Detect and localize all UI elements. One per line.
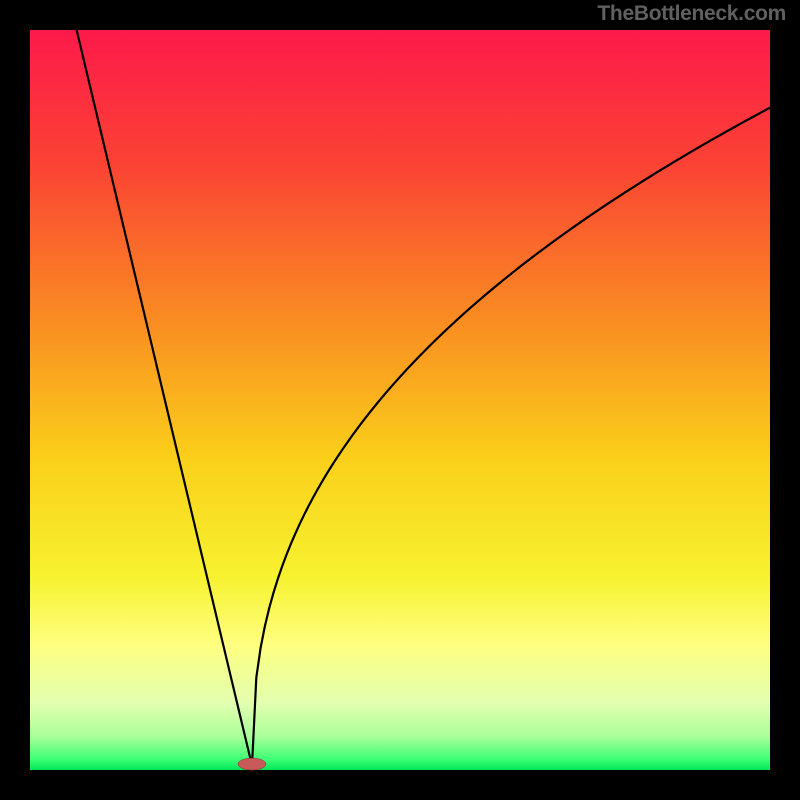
chart-container: { "watermark": { "text": "TheBottleneck.… [0,0,800,800]
optimum-marker [238,758,266,770]
plot-background [30,30,770,770]
watermark-text: TheBottleneck.com [597,2,786,26]
bottleneck-chart [0,0,800,800]
